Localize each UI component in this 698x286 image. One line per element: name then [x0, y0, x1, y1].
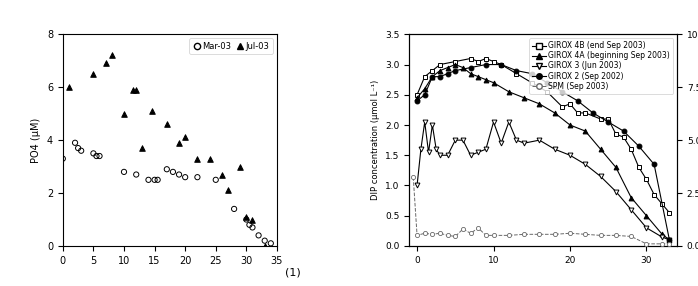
Point	[137, 146, 148, 150]
Point	[247, 217, 258, 222]
Point	[247, 225, 258, 230]
Point	[161, 167, 172, 172]
Point	[210, 178, 221, 182]
Point	[235, 164, 246, 169]
Point	[259, 239, 270, 243]
Point	[64, 85, 75, 90]
Point	[241, 217, 252, 222]
Point	[265, 241, 276, 246]
Point	[70, 140, 81, 145]
Legend: GIROX 4B (end Sep 2003), GIROX 4A (beginning Sep 2003), GIROX 3 (Jun 2003), GIRO: GIROX 4B (end Sep 2003), GIROX 4A (begin…	[529, 38, 674, 94]
Point	[106, 53, 117, 58]
Point	[149, 178, 160, 182]
Point	[179, 175, 191, 180]
Point	[143, 178, 154, 182]
Point	[131, 88, 142, 92]
Point	[91, 154, 102, 158]
Point	[241, 214, 252, 219]
Point	[100, 61, 111, 66]
Point	[146, 109, 157, 113]
Point	[168, 170, 179, 174]
Point	[119, 170, 130, 174]
Point	[216, 172, 228, 177]
Point	[152, 178, 163, 182]
Point	[223, 188, 234, 193]
Point	[174, 172, 185, 177]
Point	[179, 135, 191, 140]
Legend: Mar-03, Jul-03: Mar-03, Jul-03	[189, 39, 273, 54]
Point	[94, 154, 105, 158]
Point	[204, 156, 215, 161]
Point	[228, 206, 239, 211]
Point	[131, 172, 142, 177]
Point	[57, 156, 68, 161]
Point	[192, 156, 203, 161]
Point	[88, 72, 99, 76]
Point	[128, 88, 139, 92]
Point	[174, 140, 185, 145]
Text: (1): (1)	[285, 267, 302, 277]
Point	[75, 148, 87, 153]
Point	[88, 151, 99, 156]
Point	[259, 244, 270, 248]
Y-axis label: DIP concentration (μmol L⁻¹): DIP concentration (μmol L⁻¹)	[371, 80, 380, 200]
Point	[161, 122, 172, 126]
Y-axis label: PO4 (μM): PO4 (μM)	[31, 118, 41, 163]
Point	[119, 111, 130, 116]
Point	[73, 146, 84, 150]
Point	[244, 223, 255, 227]
Point	[192, 175, 203, 180]
Point	[253, 233, 264, 238]
